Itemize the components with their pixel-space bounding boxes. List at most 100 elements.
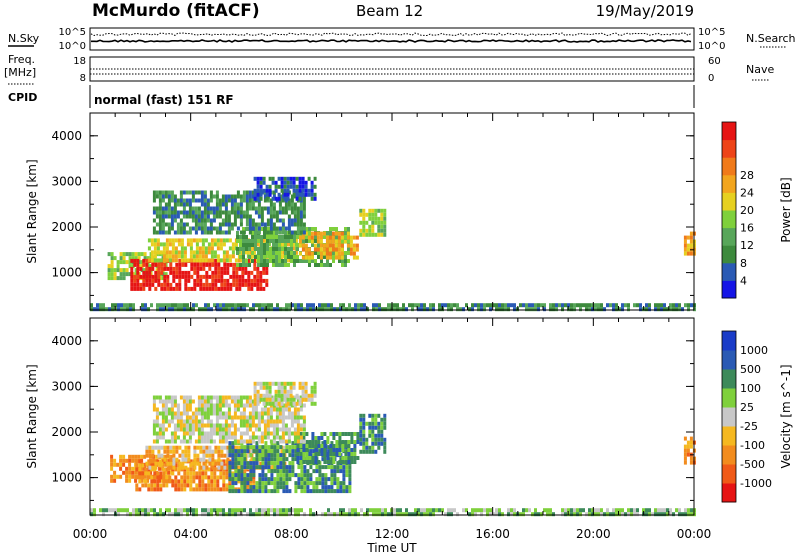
data-cell — [290, 202, 294, 207]
data-cell — [283, 389, 287, 394]
data-cell — [163, 286, 167, 291]
data-cell — [167, 210, 171, 215]
data-cell — [128, 470, 132, 475]
data-cell — [276, 303, 279, 308]
data-cell — [110, 264, 114, 269]
data-cell — [152, 218, 156, 223]
data-cell — [268, 176, 272, 181]
data-cell — [215, 226, 219, 231]
data-cell — [251, 415, 255, 420]
data-cell — [359, 232, 363, 237]
data-cell — [522, 512, 525, 517]
data-cell — [209, 435, 213, 440]
data-cell — [268, 397, 272, 402]
data-cell — [313, 184, 317, 189]
data-cell — [234, 469, 238, 474]
data-cell — [293, 435, 297, 440]
data-cell — [113, 470, 117, 475]
data-cell — [377, 224, 381, 229]
data-cell — [296, 407, 300, 412]
data-cell — [299, 427, 303, 432]
data-cell — [187, 457, 191, 462]
data-cell — [242, 247, 245, 251]
data-cell — [212, 431, 216, 436]
data-cell — [176, 230, 180, 235]
data-cell — [228, 307, 231, 312]
data-cell — [250, 282, 254, 287]
data-cell — [313, 192, 317, 197]
data-cell — [252, 512, 255, 517]
data-cell — [301, 192, 305, 197]
data-cell — [380, 429, 384, 434]
data-cell — [280, 397, 284, 402]
data-cell — [208, 457, 212, 462]
data-cell — [309, 473, 313, 478]
data-cell — [371, 449, 375, 454]
data-cell — [267, 489, 271, 494]
data-cell — [119, 256, 123, 261]
data-cell — [330, 473, 334, 478]
data-cell — [345, 449, 349, 454]
data-cell — [319, 255, 323, 260]
data-cell — [320, 432, 324, 436]
data-cell — [202, 461, 206, 466]
data-cell — [265, 266, 269, 271]
data-cell — [281, 235, 284, 239]
data-cell — [192, 258, 196, 263]
data-cell — [218, 431, 222, 436]
data-cell — [297, 307, 300, 312]
data-cell — [281, 415, 285, 420]
data-cell — [248, 202, 252, 207]
data-cell — [368, 433, 372, 438]
data-cell — [489, 303, 492, 308]
data-cell — [161, 407, 165, 412]
data-cell — [384, 512, 387, 517]
data-cell — [134, 272, 138, 277]
data-cell — [305, 452, 309, 456]
data-cell — [213, 467, 217, 472]
data-cell — [576, 303, 579, 308]
data-cell — [175, 445, 179, 450]
data-cell — [221, 403, 225, 408]
data-cell — [179, 395, 183, 400]
data-cell — [219, 258, 223, 263]
data-cell — [291, 469, 295, 474]
data-cell — [176, 419, 180, 424]
colorbar-segment — [722, 331, 736, 351]
data-cell — [256, 180, 260, 185]
data-cell — [318, 469, 322, 474]
data-cell — [151, 282, 155, 287]
data-cell — [347, 456, 351, 460]
data-cell — [231, 453, 235, 458]
x-tick-label: 16:00 — [475, 527, 510, 541]
data-cell — [200, 226, 204, 231]
data-cell — [177, 307, 180, 312]
data-cell — [111, 508, 114, 513]
x-tick-label: 00:00 — [73, 527, 108, 541]
data-cell — [141, 475, 145, 480]
data-cell — [192, 238, 196, 243]
data-cell — [218, 222, 222, 227]
data-cell — [672, 303, 675, 308]
data-cell — [261, 485, 265, 490]
data-cell — [326, 460, 330, 464]
data-cell — [158, 230, 162, 235]
data-cell — [510, 508, 513, 513]
data-cell — [591, 303, 594, 308]
data-cell — [383, 425, 387, 430]
data-cell — [267, 445, 271, 450]
data-cell — [182, 202, 186, 207]
data-cell — [197, 190, 201, 195]
data-cell — [287, 247, 290, 251]
data-cell — [300, 473, 304, 478]
data-cell — [167, 214, 171, 219]
data-cell — [287, 226, 291, 231]
data-cell — [366, 512, 369, 517]
data-cell — [190, 262, 194, 267]
data-cell — [289, 184, 293, 189]
data-cell — [282, 461, 286, 466]
data-cell — [178, 262, 182, 267]
data-cell — [260, 419, 264, 424]
data-cell — [186, 508, 189, 513]
data-cell — [310, 239, 314, 244]
